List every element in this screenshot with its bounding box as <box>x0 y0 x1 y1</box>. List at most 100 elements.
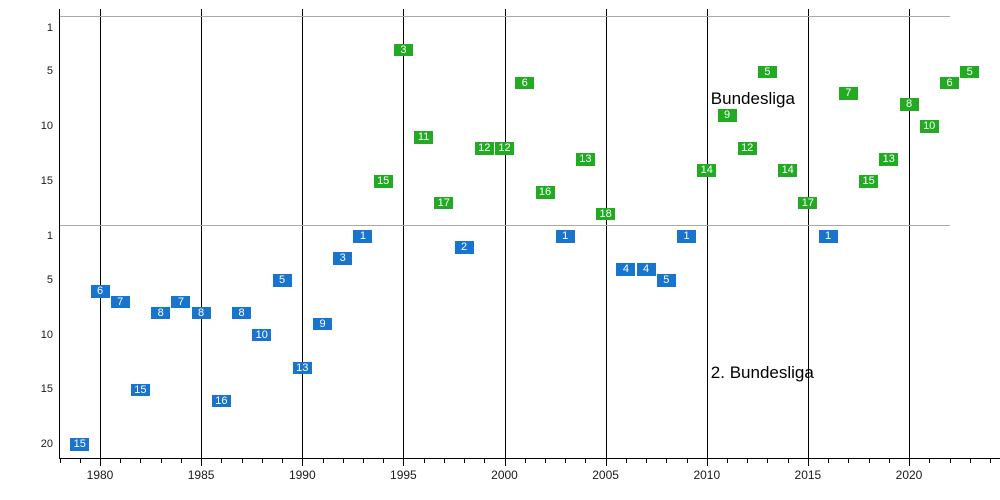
year-tick <box>989 459 991 463</box>
x-axis-line <box>59 458 1000 459</box>
position-tick-label: 10 <box>40 120 53 132</box>
position-box: 10 <box>919 120 939 133</box>
position-box: 1 <box>555 230 575 243</box>
year-gridline <box>302 9 304 458</box>
position-box: 8 <box>151 306 171 320</box>
year-label: 1985 <box>187 468 215 482</box>
position-box: 6 <box>940 76 959 89</box>
year-tick <box>686 459 688 463</box>
year-tick <box>888 459 890 463</box>
year-tick <box>727 459 728 463</box>
year-tick <box>828 459 830 463</box>
position-box: 15 <box>373 175 393 188</box>
position-tick-label: 15 <box>40 174 53 187</box>
position-box: 7 <box>110 295 130 309</box>
position-box: 11 <box>414 131 434 144</box>
year-gridline <box>706 9 708 458</box>
year-gridline <box>605 9 607 458</box>
year-tick <box>100 459 101 466</box>
year-label: 2005 <box>592 468 619 482</box>
year-tick <box>79 459 81 463</box>
year-label: 1990 <box>288 468 316 482</box>
position-box: 15 <box>70 438 90 451</box>
position-box: 14 <box>697 164 717 177</box>
position-tick-label: 1 <box>46 230 53 242</box>
position-box: 12 <box>495 142 514 155</box>
year-tick <box>747 459 749 463</box>
position-box: 12 <box>737 142 757 155</box>
year-tick <box>322 459 324 463</box>
year-gridline <box>807 9 809 458</box>
year-tick <box>969 459 971 463</box>
year-tick <box>807 459 809 466</box>
position-box: 13 <box>292 361 312 375</box>
year-label: 2000 <box>491 468 518 482</box>
position-box: 13 <box>575 153 595 166</box>
year-tick <box>565 459 567 463</box>
position-box: 6 <box>90 285 110 298</box>
position-box: 14 <box>778 164 798 177</box>
position-box: 16 <box>535 186 555 199</box>
year-tick <box>302 459 304 466</box>
year-tick <box>767 459 769 463</box>
year-tick <box>706 459 708 466</box>
position-tick-label: 5 <box>46 65 53 78</box>
position-tick-label: 5 <box>46 273 53 286</box>
year-tick <box>180 459 182 463</box>
year-tick <box>261 459 263 463</box>
position-box: 17 <box>434 196 454 210</box>
position-box: 5 <box>960 65 980 78</box>
position-box: 1 <box>818 230 838 243</box>
position-box: 1 <box>353 230 373 243</box>
year-tick <box>585 459 587 463</box>
year-tick <box>221 459 223 463</box>
year-gridline <box>100 9 101 458</box>
bundesliga-label: Bundesliga <box>710 89 795 109</box>
position-box: 6 <box>515 76 535 89</box>
position-box: 17 <box>798 196 818 210</box>
year-label: 1995 <box>390 468 417 482</box>
position-box: 8 <box>232 306 252 320</box>
year-label: 2015 <box>794 468 822 482</box>
year-tick <box>59 459 61 463</box>
year-gridline <box>909 9 910 458</box>
position-box: 8 <box>191 306 211 320</box>
year-tick <box>545 459 546 463</box>
position-tick-label: 10 <box>40 328 53 341</box>
position-box: 3 <box>393 43 413 57</box>
year-tick <box>929 459 931 463</box>
section-line <box>59 225 950 226</box>
year-tick <box>787 459 789 463</box>
position-box: 4 <box>636 263 656 276</box>
position-box: 8 <box>899 98 919 111</box>
year-tick <box>625 459 627 463</box>
section-line <box>59 15 950 17</box>
position-box: 15 <box>859 175 879 188</box>
position-box: 15 <box>130 383 150 396</box>
year-tick <box>848 459 850 463</box>
position-box: 2 <box>454 241 474 254</box>
position-box: 9 <box>313 317 332 331</box>
position-box: 16 <box>211 394 231 407</box>
position-box: 18 <box>596 207 616 221</box>
year-tick <box>949 459 951 463</box>
zweite-bundesliga-label: 2. Bundesliga <box>710 363 814 383</box>
year-tick <box>868 459 870 463</box>
year-tick <box>484 459 486 463</box>
year-tick <box>201 459 203 466</box>
year-tick <box>241 459 243 463</box>
position-box: 10 <box>252 328 272 342</box>
year-tick <box>120 459 122 463</box>
position-tick-label: 15 <box>40 383 53 396</box>
year-tick <box>423 459 425 463</box>
year-gridline <box>504 9 506 458</box>
year-label: 1980 <box>86 468 114 482</box>
year-tick <box>140 459 142 463</box>
year-tick <box>443 459 445 463</box>
position-box: 7 <box>171 295 191 309</box>
position-box: 9 <box>717 109 737 122</box>
year-tick <box>524 459 526 463</box>
position-box: 5 <box>757 65 777 78</box>
position-tick-label: 1 <box>46 21 53 34</box>
